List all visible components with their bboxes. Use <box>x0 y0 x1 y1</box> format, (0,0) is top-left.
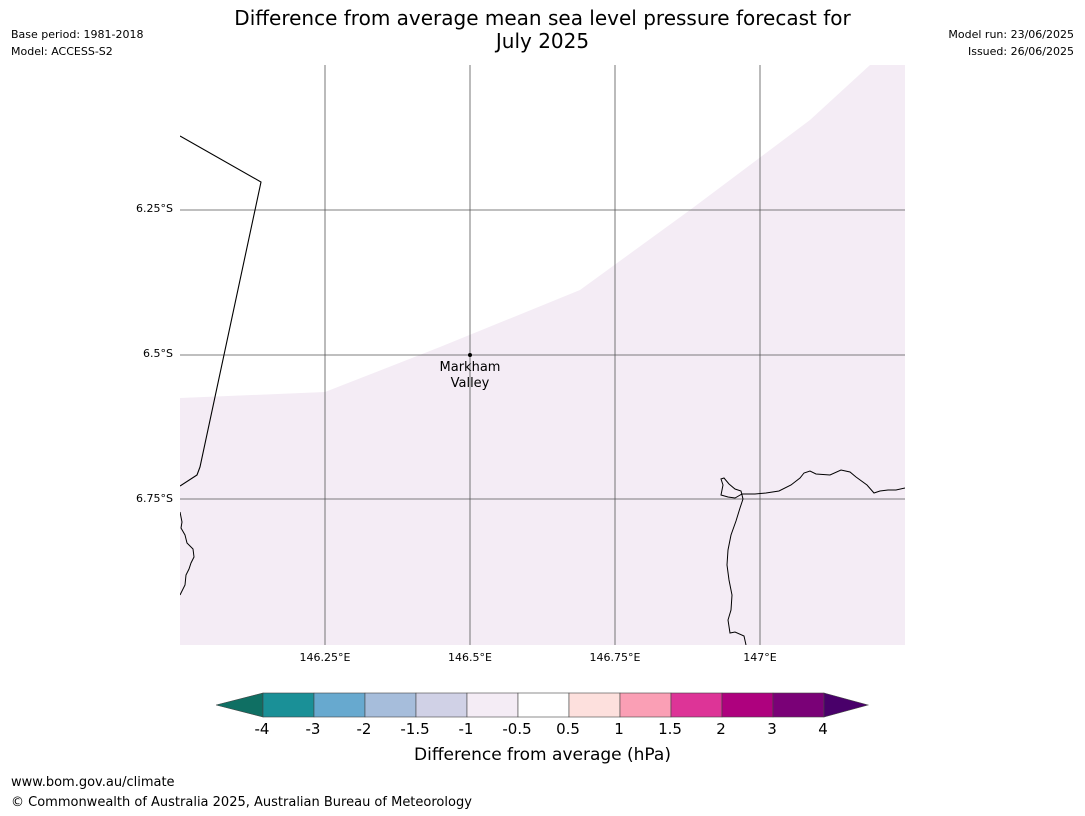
place-label: Markham Valley <box>420 360 520 392</box>
colorbar-segment <box>313 692 366 718</box>
place-label-line-2: Valley <box>450 376 490 391</box>
lat-label-6-25: 6.25°S <box>136 202 173 215</box>
colorbar-tick: 2 <box>716 720 726 738</box>
title-line-2: July 2025 <box>495 29 590 53</box>
colorbar-segment <box>568 692 621 718</box>
lon-label-147: 147°E <box>743 651 777 664</box>
lat-label-6-5: 6.5°S <box>143 347 173 360</box>
colorbar-tick: -2 <box>356 720 372 738</box>
model-run: Model run: 23/06/2025 <box>948 28 1074 41</box>
gridlines <box>180 65 905 645</box>
colorbar-segment <box>619 692 672 718</box>
model-name: Model: ACCESS-S2 <box>11 45 113 58</box>
footer-copyright: © Commonwealth of Australia 2025, Austra… <box>11 795 472 810</box>
colorbar-tick: 1 <box>614 720 624 738</box>
chart-title: Difference from average mean sea level p… <box>180 7 905 53</box>
colorbar-tick: 1.5 <box>658 720 682 738</box>
place-label-line-1: Markham <box>439 360 501 375</box>
footer-url: www.bom.gov.au/climate <box>11 775 175 790</box>
colorbar-extend-high <box>823 692 870 718</box>
issued-date: Issued: 26/06/2025 <box>967 45 1074 58</box>
lat-label-6-75: 6.75°S <box>136 492 173 505</box>
base-period: Base period: 1981-2018 <box>11 28 144 41</box>
colorbar-tick: 4 <box>818 720 828 738</box>
colorbar-segment <box>517 692 570 718</box>
colorbar-tick: 3 <box>767 720 777 738</box>
colorbar-tick: -0.5 <box>502 720 532 738</box>
lon-label-146-5: 146.5°E <box>448 651 492 664</box>
title-line-1: Difference from average mean sea level p… <box>234 6 851 30</box>
colorbar-tick: 0.5 <box>556 720 580 738</box>
meta-left: Base period: 1981-2018 Model: ACCESS-S2 <box>11 26 143 60</box>
colorbar-tick: -1 <box>458 720 474 738</box>
colorbar-segment <box>670 692 723 718</box>
meta-right: Model run: 23/06/2025 Issued: 26/06/2025 <box>948 26 1074 60</box>
map <box>180 65 905 645</box>
colorbar <box>216 692 870 718</box>
colorbar-tick: -4 <box>254 720 270 738</box>
colorbar-segment <box>262 692 315 718</box>
colorbar-segment <box>466 692 519 718</box>
lon-label-146-75: 146.75°E <box>589 651 641 664</box>
coastline-west <box>180 511 195 596</box>
colorbar-segment <box>721 692 774 718</box>
colorbar-segment <box>415 692 468 718</box>
coastline-east <box>720 469 905 645</box>
colorbar-tick: -3 <box>305 720 321 738</box>
colorbar-tick: -1.5 <box>400 720 430 738</box>
colorbar-label: Difference from average (hPa) <box>414 745 671 765</box>
lon-label-146-25: 146.25°E <box>299 651 351 664</box>
colorbar-extend-low <box>216 692 264 718</box>
colorbar-segments <box>262 692 825 718</box>
colorbar-segment <box>772 692 825 718</box>
colorbar-segment <box>364 692 417 718</box>
boundary-line <box>180 135 262 487</box>
location-marker <box>468 353 472 357</box>
